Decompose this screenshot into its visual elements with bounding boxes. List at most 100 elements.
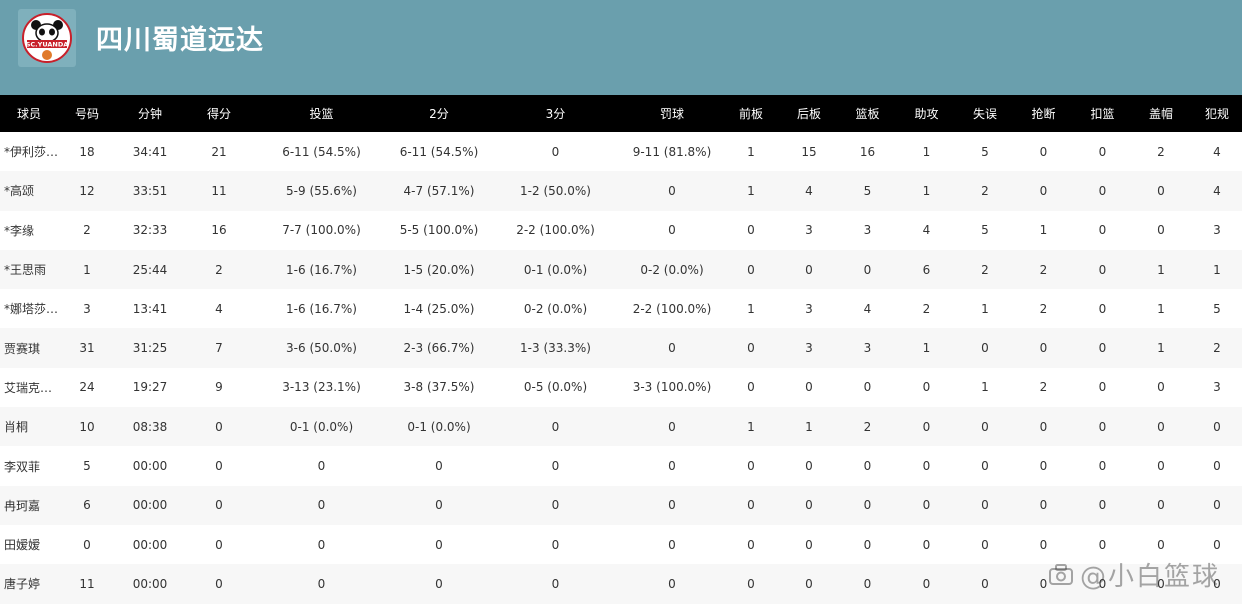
stat-cell: 13:41	[132, 301, 168, 316]
stat-cell: 0	[863, 576, 872, 591]
column-header[interactable]: 助攻	[914, 107, 939, 121]
stat-cell: 19:27	[132, 380, 168, 395]
stat-cell: 6-11 (54.5%)	[282, 144, 361, 159]
stat-cell: 33:51	[132, 183, 168, 198]
stat-cell: 0	[1098, 537, 1107, 552]
stat-cell: 1	[747, 144, 755, 159]
stat-cell: 4	[863, 301, 872, 316]
column-header[interactable]: 投篮	[309, 107, 334, 121]
stat-cell: 1-2 (50.0%)	[520, 183, 591, 198]
stat-cell: 0	[863, 537, 872, 552]
stat-cell: 0-1 (0.0%)	[289, 419, 354, 434]
stat-cell: 3	[863, 341, 872, 356]
player-name-cell[interactable]: *李缘	[4, 223, 35, 238]
stat-cell: 5	[981, 144, 989, 159]
stat-cell: 1	[1157, 301, 1165, 316]
column-header[interactable]: 后板	[796, 107, 821, 121]
table-row: 艾瑞克… 24 19:27 9 3-13 (23.1%) 3-8 (37.5%) 0-5 (…	[0, 367, 1242, 408]
stat-cell: 0	[747, 341, 755, 356]
table-header-row: 球员 号码 分钟 得分 投篮 2分 3分 罚球 前板 后板 篮板 助攻 失误 抢断 扣篮 盖帽 犯规	[0, 95, 1242, 132]
stat-cell: 1	[747, 183, 755, 198]
stat-cell: 0	[863, 262, 872, 277]
stat-cell: 1	[1039, 223, 1048, 238]
column-header[interactable]: 抢断	[1031, 107, 1056, 121]
stat-cell: 0	[1039, 341, 1048, 356]
player-name-cell[interactable]: 唐子婷	[4, 577, 41, 592]
column-header[interactable]: 得分	[206, 107, 231, 121]
stat-cell: 0	[805, 380, 813, 395]
column-header[interactable]: 罚球	[659, 107, 684, 121]
stat-cell: 00:00	[132, 459, 168, 474]
stat-cell: 0	[1098, 498, 1107, 513]
stat-cell: 0	[1098, 576, 1107, 591]
stat-cell: 6-11 (54.5%)	[399, 144, 479, 159]
stat-cell: 11	[211, 183, 227, 198]
stat-cell: 0	[215, 576, 223, 591]
table-row: *高颂 12 33:51 11 5-9 (55.6%) 4-7 (57.1%) 1-2 (5…	[0, 171, 1242, 211]
stat-cell: 0	[922, 419, 931, 434]
table-row: 肖桐 10 08:38 0 0-1 (0.0%) 0-1 (0.0%) 0 0 1 1 2 0 0 0 0 0…	[0, 407, 1242, 447]
stat-cell: 0	[1213, 459, 1221, 474]
stat-cell: 4	[215, 301, 223, 316]
column-header[interactable]: 盖帽	[1148, 107, 1173, 121]
stat-cell: 00:00	[132, 576, 168, 591]
stat-cell: 18	[79, 144, 95, 159]
player-name-cell[interactable]: 肖桐	[4, 420, 29, 435]
player-name-cell[interactable]: *娜塔莎…	[4, 302, 58, 317]
stat-cell: 0	[863, 459, 872, 474]
stat-cell: 0	[1039, 537, 1048, 552]
stat-cell: 0	[747, 262, 755, 277]
player-name-cell[interactable]: *伊利莎…	[4, 145, 58, 160]
stat-cell: 2-2 (100.0%)	[516, 223, 595, 238]
column-header[interactable]: 球员	[16, 107, 41, 121]
stat-cell: 1-4 (25.0%)	[403, 301, 475, 316]
stat-cell: 7-7 (100.0%)	[282, 223, 361, 238]
column-header[interactable]: 犯规	[1204, 107, 1229, 121]
stat-cell: 0	[981, 341, 989, 356]
column-header[interactable]: 2分	[429, 107, 449, 121]
stat-cell: 0	[1039, 419, 1048, 434]
stat-cell: 16	[859, 144, 876, 159]
stat-cell: 5-5 (100.0%)	[399, 223, 479, 238]
stat-cell: 0	[668, 341, 676, 356]
stat-cell: 2	[1039, 301, 1048, 316]
team-header: SC.YUANDA 四川蜀道远达	[0, 0, 1242, 95]
column-header[interactable]: 前板	[738, 107, 763, 121]
stat-cell: 0	[668, 498, 676, 513]
player-name-cell[interactable]: *王思雨	[4, 263, 47, 278]
player-name-cell[interactable]: 贾赛琪	[4, 341, 41, 356]
stat-cell: 0	[551, 419, 560, 434]
stat-cell: 2-2 (100.0%)	[632, 301, 712, 316]
player-name-cell[interactable]: 李双菲	[4, 459, 41, 474]
column-header[interactable]: 扣篮	[1090, 107, 1115, 121]
stat-cell: 9	[215, 380, 223, 395]
stat-cell: 0	[747, 459, 755, 474]
stat-cell: 24	[79, 380, 95, 395]
column-header[interactable]: 篮板	[855, 107, 880, 121]
stat-cell: 0	[435, 537, 443, 552]
player-name-cell[interactable]: 艾瑞克…	[4, 380, 53, 395]
stat-cell: 4-7 (57.1%)	[403, 183, 475, 198]
stat-cell: 0	[435, 498, 443, 513]
stat-cell: 1	[747, 301, 755, 316]
stat-cell: 0	[747, 537, 755, 552]
stat-cell: 1-5 (20.0%)	[403, 262, 475, 277]
player-name-cell[interactable]: 田嫒嫒	[4, 538, 41, 553]
stat-cell: 0	[1098, 380, 1107, 395]
stat-cell: 2	[981, 262, 989, 277]
stat-cell: 3-13 (23.1%)	[282, 380, 361, 395]
stat-cell: 2	[83, 223, 91, 238]
player-name-cell[interactable]: 冉珂嘉	[4, 498, 41, 513]
column-header[interactable]: 3分	[545, 107, 566, 121]
column-header[interactable]: 号码	[74, 107, 99, 121]
table-row: *李缘 2 32:33 16 7-7 (100.0%) 5-5 (100.0%) 2-2 (…	[0, 210, 1242, 250]
player-name-cell[interactable]: *高颂	[4, 184, 35, 199]
column-header[interactable]: 分钟	[137, 107, 162, 121]
stat-cell: 00:00	[132, 537, 168, 552]
stat-cell: 11	[79, 576, 95, 591]
stat-cell: 0	[551, 498, 560, 513]
table-row: 贾赛琪 31 31:25 7 3-6 (50.0%) 2-3 (66.7%) 1-3 (33…	[0, 328, 1242, 368]
stat-cell: 10	[79, 419, 95, 434]
table-row: 田嫒嫒 0 00:00 0 0 0 0 0 0 0 0 0 0 0 0 0 0	[0, 524, 1242, 565]
column-header[interactable]: 失误	[972, 107, 997, 121]
